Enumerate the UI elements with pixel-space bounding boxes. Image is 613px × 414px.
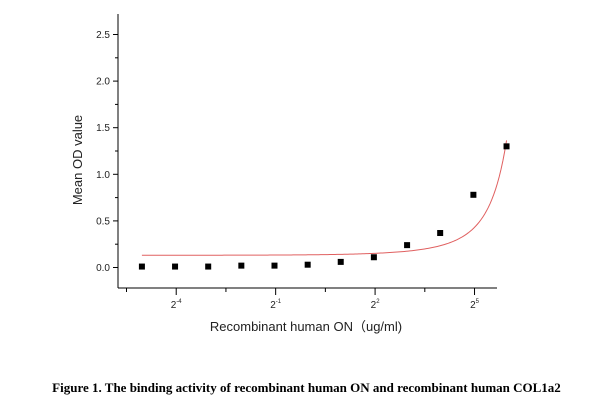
data-point xyxy=(370,254,377,261)
data-point xyxy=(337,258,344,265)
x-tick-label: 2-4 xyxy=(171,299,183,311)
data-point xyxy=(437,230,444,237)
data-point xyxy=(470,191,477,198)
y-axis: 0.0 0.5 1.0 1.5 2.0 2.5 xyxy=(96,14,119,288)
data-point xyxy=(238,262,245,269)
x-axis-title: Recombinant human ON（ug/ml) xyxy=(210,319,402,334)
y-axis-title: Mean OD value xyxy=(70,115,85,205)
y-tick-label: 1.0 xyxy=(96,170,110,181)
x-axis: 2-4 2-1 22 25 xyxy=(118,287,497,311)
data-point xyxy=(172,263,179,270)
x-ticks: 2-4 2-1 22 25 xyxy=(125,288,480,311)
x-tick-label: 2-1 xyxy=(270,299,282,311)
y-tick-label: 0.5 xyxy=(96,216,110,227)
y-tick-label: 1.5 xyxy=(96,123,110,134)
y-tick-label: 2.0 xyxy=(96,77,110,88)
fit-curve xyxy=(141,140,508,256)
x-tick-label: 25 xyxy=(470,299,480,311)
data-points xyxy=(138,143,510,270)
y-tick-label: 2.5 xyxy=(96,30,110,41)
data-point xyxy=(503,143,510,150)
figure-caption: Figure 1. The binding activity of recomb… xyxy=(52,380,561,395)
data-point xyxy=(271,262,278,269)
data-point xyxy=(304,261,311,268)
data-point xyxy=(404,242,411,249)
binding-activity-chart: 0.0 0.5 1.0 1.5 2.0 2.5 2-4 2-1 22 25 Recombinan… xyxy=(70,14,510,334)
data-point xyxy=(138,263,145,270)
y-ticks: 0.0 0.5 1.0 1.5 2.0 2.5 xyxy=(96,30,118,274)
x-tick-label: 22 xyxy=(371,299,381,311)
y-tick-label: 0.0 xyxy=(96,263,110,274)
data-point xyxy=(205,263,212,270)
